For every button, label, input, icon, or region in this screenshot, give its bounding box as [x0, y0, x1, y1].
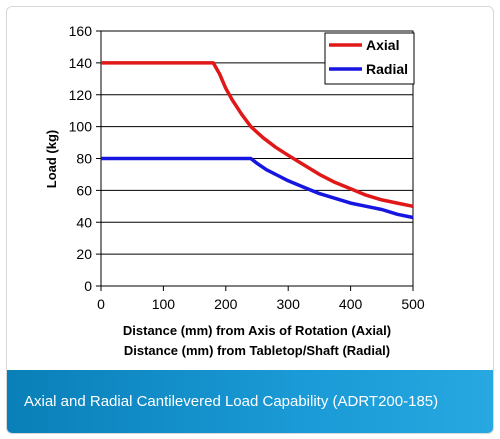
- series-line-radial: [101, 156, 414, 220]
- y-axis-label: Load (kg): [44, 130, 59, 189]
- x-axis-label-secondary: Distance (mm) from Tabletop/Shaft (Radia…: [124, 343, 390, 358]
- y-tick-label: 100: [69, 119, 93, 135]
- y-tick-label: 120: [69, 87, 93, 103]
- chart-card: 0 20 40 60 80 100 120 140 160 0 100 200 300 400 500 L…: [6, 6, 494, 434]
- y-tick-label: 0: [84, 278, 92, 294]
- y-tick-label: 60: [76, 182, 92, 198]
- x-axis-label: Distance (mm) from Axis of Rotation (Axi…: [123, 323, 391, 338]
- legend-label-radial: Radial: [366, 61, 408, 77]
- y-tick-label: 140: [69, 55, 93, 71]
- x-tick-label: 200: [214, 296, 238, 312]
- series-line-axial: [101, 61, 414, 209]
- y-tick-label: 40: [76, 214, 92, 230]
- y-tick-labels: 0 20 40 60 80 100 120 140 160: [69, 23, 93, 294]
- caption-bar: Axial and Radial Cantilevered Load Capab…: [7, 370, 493, 433]
- x-tick-label: 300: [277, 296, 301, 312]
- legend-label-axial: Axial: [366, 37, 399, 53]
- legend-box: [324, 32, 415, 85]
- caption-text: Axial and Radial Cantilevered Load Capab…: [24, 393, 439, 410]
- series-lines: [101, 61, 414, 220]
- y-tick-label: 80: [76, 151, 92, 167]
- x-tick-labels: 0 100 200 300 400 500: [97, 286, 425, 312]
- y-tick-label: 20: [76, 246, 92, 262]
- x-tick-label: 400: [339, 296, 363, 312]
- x-tick-label: 0: [97, 296, 105, 312]
- x-tick-label: 100: [152, 296, 176, 312]
- load-chart: 0 20 40 60 80 100 120 140 160 0 100 200 300 400 500 L…: [44, 23, 425, 358]
- y-tick-label: 160: [69, 23, 93, 39]
- legend: Axial Radial: [324, 32, 415, 85]
- x-tick-label: 500: [401, 296, 425, 312]
